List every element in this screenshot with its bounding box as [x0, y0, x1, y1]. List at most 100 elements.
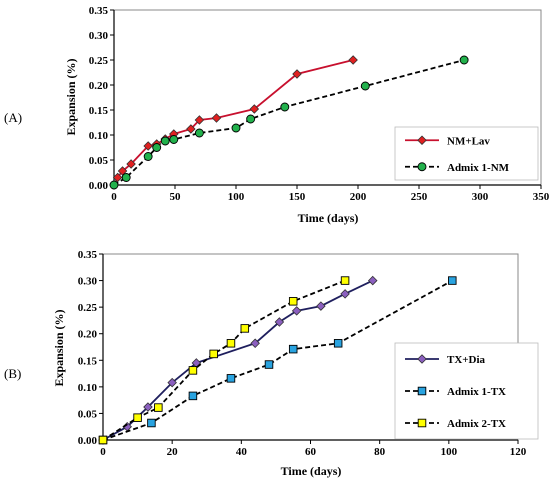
panel-a-series-admix-1-nm-point-5: [169, 135, 179, 144]
panel-a-series-nm-lav-point-9: [194, 115, 205, 125]
panel-b-series-tx-dia-point-9: [340, 289, 350, 299]
panel-b-series-admix-2-tx: [98, 276, 350, 445]
panel-b-legend: TX+Dia Admix 1-TX Admix 2-TX: [394, 342, 539, 440]
panel-b-series-tx-dia-line: [102, 279, 374, 441]
panel-b-series-admix-2-tx-point-0: [98, 435, 108, 445]
panel-b-series-tx-dia-point-7: [291, 306, 302, 316]
panel-b-x-tick-label-0: 0: [100, 446, 106, 458]
panel-b-series-tx-dia-point-2: [143, 402, 153, 412]
panel-b-x-tick-label-4: 80: [374, 446, 386, 458]
panel-b-y-tick-label-7: 0.35: [78, 249, 98, 261]
panel-b-legend-item-2: Admix 2-TX: [405, 418, 506, 430]
panel-b-legend-item-2-swatch-point-0: [417, 418, 427, 428]
panel-a-y-tick-label-6: 0.30: [89, 30, 109, 42]
panel-a-label: (A): [4, 110, 22, 125]
panel-a-series-nm-lav-point-12: [292, 69, 302, 79]
panel-a-series-admix-1-nm-point-10: [360, 81, 370, 91]
panel-b-y-tick-label-0: 0.00: [78, 435, 98, 447]
panel-a-x-tick-label-0: 0: [111, 191, 117, 203]
panel-b-x-tick-label-5: 100: [441, 446, 458, 458]
panel-b-series-tx-dia-point-3: [167, 377, 177, 388]
panel-a-y-axis-title: Expansion (%): [64, 58, 78, 135]
panel-a-x-tick-label-6: 300: [472, 191, 489, 203]
panel-b-series-admix-1-tx-line: [102, 279, 453, 441]
panel-b-series-tx-dia-point-8: [316, 301, 326, 311]
panel-b-x-tick-label-6: 120: [510, 446, 527, 458]
panel-b-series-admix-2-tx-point-1: [133, 413, 142, 422]
panel-a-y-tick-label-1: 0.05: [89, 155, 109, 167]
panel-a-plot-area: 0.00 0.05 0.10 0.15 0.20 0.25 0.30 0.35 0 50 100 15…: [89, 5, 550, 203]
panel-a-x-tick-label-1: 50: [170, 191, 182, 203]
panel-a-series-admix-1-nm-point-7: [231, 123, 241, 133]
panel-a-y-tick-label-4: 0.20: [89, 80, 109, 92]
panel-a-series-nm-lav-point-8: [186, 124, 196, 134]
panel-a-series-admix-1-nm-point-9: [280, 102, 290, 112]
panel-a-series-admix-1-nm-point-6: [194, 128, 204, 138]
panel-b-series-admix-2-tx-point-2: [154, 403, 163, 412]
panel-a-y-tick-label-7: 0.35: [89, 5, 109, 17]
panel-a-series-admix-1-nm-point-0: [109, 180, 119, 190]
panel-b-x-axis-title: Time (days): [281, 464, 342, 478]
panel-a-series-admix-1-nm-line: [113, 59, 465, 186]
panel-b-series-admix-2-tx-point-3: [188, 366, 198, 375]
panel-b-series-admix-2-tx-point-4: [209, 349, 218, 359]
panel-a-x-tick-label-2: 100: [228, 191, 245, 203]
panel-b-label: (B): [4, 366, 21, 381]
panel-b-legend-item-0: TX+Dia: [405, 354, 486, 366]
panel-b-y-tick-label-2: 0.10: [78, 382, 98, 394]
panel-a-series-admix-1-nm-point-11: [459, 55, 469, 65]
panel-a-x-tick-label-4: 200: [350, 191, 367, 203]
panel-a-x-tick-label-3: 150: [289, 191, 306, 203]
panel-b-series-admix-2-tx-point-7: [288, 297, 298, 306]
panel-a-x-axis-title: Time (days): [298, 211, 359, 225]
panel-a-series-admix-1-nm-point-8: [246, 114, 256, 124]
panel-b-y-tick-label-4: 0.20: [78, 329, 98, 341]
panel-a-legend: NM+Lav Admix 1-NM: [394, 126, 539, 181]
panel-b-series-admix-1-tx-point-4: [264, 360, 274, 369]
panel-b-legend-item-1: Admix 1-TX: [405, 386, 506, 398]
panel-b-y-tick-label-6: 0.30: [78, 276, 98, 288]
panel-a-series-nm-lav: [109, 55, 358, 190]
panel-a-series-admix-1-nm-point-3: [152, 143, 162, 152]
panel-b-plot-area: 0.00 0.05 0.10 0.15 0.20 0.25 0.30 0.35 0 20 40 60 8…: [78, 249, 527, 458]
panel-b-y-tick-label-3: 0.15: [78, 355, 98, 367]
panel-a-y-tick-label-3: 0.15: [89, 105, 109, 117]
panel-b: (B) Expansion (%) Time (days) 0.000.050.…: [4, 249, 539, 478]
panel-a-series-admix-1-nm-point-1: [121, 173, 131, 182]
panel-a-series-nm-lav-point-3: [126, 159, 136, 169]
panel-b-series-admix-1-tx-point-2: [188, 391, 198, 401]
panel-a-y-tick-label-2: 0.10: [89, 130, 109, 142]
panel-b-series-tx-dia-point-5: [250, 338, 260, 349]
panel-b-x-tick-label-1: 20: [167, 446, 179, 458]
panel-b-series-admix-1-tx-point-1: [147, 418, 156, 428]
panel-a-series-nm-lav-point-4: [143, 141, 153, 151]
panel-b-series-admix-1-tx-point-5: [288, 344, 298, 354]
panel-a-series-nm-lav-point-10: [211, 113, 222, 123]
panel-b-series-admix-1-tx-point-7: [448, 276, 457, 285]
panel-a-legend-item-1: Admix 1-NM: [405, 162, 510, 174]
panel-a-legend-item-1-swatch-point-0: [417, 162, 427, 172]
panel-b-legend-item-0-swatch-point-0: [417, 354, 427, 364]
panel-b-series-admix-2-tx-point-6: [240, 324, 250, 333]
panel-a-series-nm-lav-point-11: [249, 104, 260, 114]
panel-a-series-admix-1-nm-point-2: [143, 152, 153, 161]
panel-b-y-axis-title: Expansion (%): [52, 309, 66, 386]
panel-b-legend-item-2-label: Admix 2-TX: [447, 418, 506, 430]
panel-b-series-tx-dia-point-10: [367, 275, 378, 286]
panel-b-series-admix-2-tx-point-8: [340, 276, 350, 285]
panel-a-legend-item-0-swatch-point-0: [417, 135, 427, 146]
panel-b-legend-item-1-label: Admix 1-TX: [447, 386, 506, 398]
panel-a-legend-item-1-label: Admix 1-NM: [447, 162, 510, 174]
panel-b-x-tick-label-2: 40: [236, 446, 248, 458]
panel-a-y-tick-label-0: 0.00: [89, 180, 109, 192]
panel-a-series-nm-lav-point-13: [348, 55, 358, 65]
panel-b-series-admix-1-tx-point-3: [226, 374, 236, 383]
panel-a-series-nm-lav-line: [113, 59, 354, 186]
panel-a-legend-item-0: NM+Lav: [405, 135, 490, 147]
panel-a-x-tick-label-5: 250: [411, 191, 428, 203]
panel-a-x-tick-label-7: 350: [533, 191, 550, 203]
panel-a-legend-box: [394, 126, 539, 181]
panel-b-y-tick-label-5: 0.25: [78, 302, 98, 314]
panel-a: (A) Expansion (%) Time (days) 0.00 0.05 0.…: [4, 5, 550, 225]
